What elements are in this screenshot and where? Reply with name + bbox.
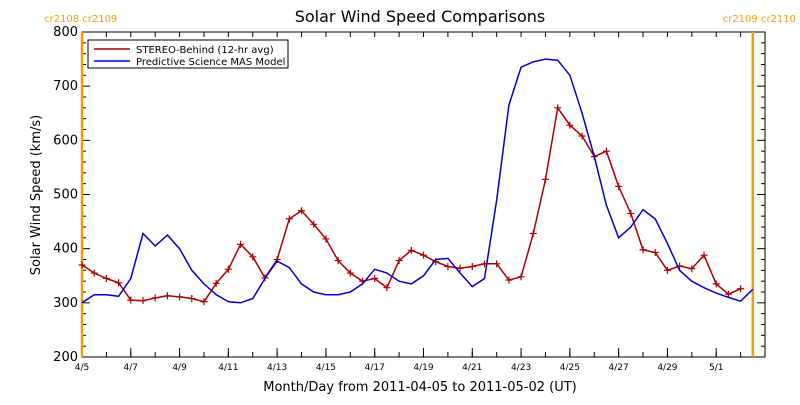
x-tick-label: 4/7 [124, 363, 138, 373]
y-tick-label: 200 [53, 350, 78, 365]
data-point [700, 251, 708, 259]
y-tick-label: 300 [53, 296, 78, 311]
y-tick-label: 400 [53, 242, 78, 257]
data-point [115, 279, 123, 287]
data-point [651, 248, 659, 256]
x-axis-label: Month/Day from 2011-04-05 to 2011-05-02 … [263, 380, 576, 395]
data-point [212, 279, 220, 287]
x-tick-label: 4/5 [75, 363, 89, 373]
data-point [627, 209, 635, 217]
data-point [407, 246, 415, 254]
data-point [639, 246, 647, 254]
data-point [151, 294, 159, 302]
data-point [310, 220, 318, 228]
data-point [176, 293, 184, 301]
x-tick-label: 4/15 [316, 363, 336, 373]
data-point [188, 295, 196, 302]
axes-layer: 200 300 400 500 600 700 800 4/5 4/7 4/9 4/11 4/13 4/… [53, 25, 766, 373]
legend-label: STEREO-Behind (12-hr avg) [136, 45, 274, 56]
legend-label: Predictive Science MAS Model [136, 57, 285, 68]
carrington-label: cr2109 cr2110 [723, 14, 796, 25]
data-point [541, 175, 549, 183]
data-point [529, 230, 537, 237]
data-point [493, 260, 501, 268]
legend-box [87, 39, 289, 69]
data-point [456, 264, 464, 272]
data-point [712, 280, 720, 288]
carrington-label: cr2108 cr2109 [44, 14, 117, 25]
data-point [127, 296, 135, 304]
carrington-layer: cr2108 cr2109 cr2109 cr2110 [44, 14, 796, 357]
x-tick-label: 4/19 [413, 363, 433, 373]
data-point [602, 147, 610, 155]
data-point [249, 253, 257, 261]
legend: STEREO-Behind (12-hr avg)Predictive Scie… [87, 39, 289, 69]
data-point [383, 284, 391, 292]
data-point [163, 292, 171, 300]
x-tick-label: 4/29 [657, 363, 677, 373]
data-point [468, 263, 476, 271]
data-point [517, 273, 525, 281]
data-point [420, 251, 427, 259]
y-tick-label: 800 [53, 25, 78, 40]
x-tick-label: 4/13 [267, 363, 287, 373]
x-tick-label: 5/1 [709, 363, 723, 373]
y-axis-label: Solar Wind Speed (km/s) [29, 115, 44, 275]
data-point [566, 121, 574, 129]
data-point [285, 215, 293, 223]
data-point [554, 104, 562, 112]
series-layer [78, 58, 754, 306]
x-tick-label: 4/25 [560, 363, 580, 373]
data-point [298, 207, 306, 215]
data-point [90, 269, 98, 277]
data-point [395, 257, 403, 265]
data-point [371, 274, 379, 282]
data-point [224, 265, 232, 273]
y-tick-label: 600 [53, 133, 78, 148]
data-point [139, 297, 147, 305]
data-point [78, 261, 86, 269]
y-tick-label: 700 [53, 79, 78, 94]
data-point [578, 132, 586, 140]
series-line-0 [81, 105, 741, 303]
data-point [237, 240, 245, 248]
data-point [200, 298, 208, 306]
data-point [688, 265, 696, 273]
data-point [444, 263, 452, 271]
x-tick-label: 4/21 [462, 363, 482, 373]
x-tick-label: 4/23 [511, 363, 531, 373]
data-point [724, 290, 732, 298]
x-tick-label: 4/17 [365, 363, 385, 373]
data-point [505, 276, 513, 284]
chart-title: Solar Wind Speed Comparisons [295, 7, 546, 26]
plot-frame [81, 31, 766, 358]
data-point [615, 182, 623, 190]
x-tick-label: 4/9 [172, 363, 187, 373]
data-point [102, 274, 110, 282]
data-point [663, 266, 671, 274]
data-point [334, 257, 342, 265]
x-tick-label: 4/27 [609, 363, 629, 373]
data-point [737, 285, 745, 293]
y-tick-label: 500 [53, 188, 78, 203]
x-tick-label: 4/11 [218, 363, 238, 373]
data-point [346, 269, 354, 277]
data-point [322, 235, 330, 243]
series-line-1 [81, 58, 754, 304]
